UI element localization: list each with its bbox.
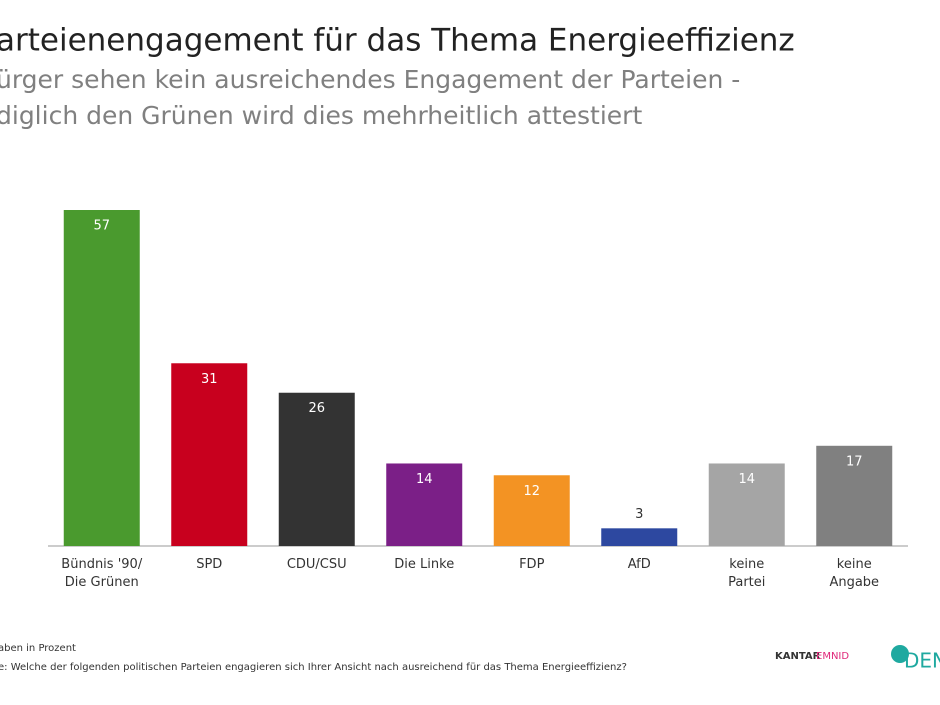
value-label: 57 xyxy=(93,219,110,234)
chart-subtitle: diglich den Grünen wird dies mehrheitlic… xyxy=(0,101,642,130)
logo: DEN xyxy=(904,649,940,673)
value-label: 14 xyxy=(416,472,433,487)
logo-icon xyxy=(891,645,909,663)
value-label: 3 xyxy=(635,507,643,522)
value-label: 14 xyxy=(738,472,755,487)
x-tick-label: CDU/CSU xyxy=(286,557,347,572)
value-label: 17 xyxy=(846,454,863,469)
bar xyxy=(63,210,140,546)
note: aben in Prozent xyxy=(0,643,76,654)
logo: KANTAR xyxy=(775,651,821,662)
note: e: Welche der folgenden politischen Part… xyxy=(0,662,627,673)
value-label: 26 xyxy=(308,401,325,416)
x-tick-label: Bündnis '90/ Die Grünen xyxy=(61,557,143,590)
chart-subtitle: ürger sehen kein ausreichendes Engagemen… xyxy=(0,65,740,94)
bar xyxy=(601,528,678,546)
x-tick-label: keine Angabe xyxy=(829,557,880,590)
x-tick-label: keine Partei xyxy=(728,557,766,590)
logo: EMNID xyxy=(816,651,849,662)
x-tick-label: FDP xyxy=(519,557,545,572)
value-label: 12 xyxy=(523,484,540,499)
bar xyxy=(493,475,570,546)
x-tick-label: AfD xyxy=(627,557,651,572)
x-tick-label: Die Linke xyxy=(394,557,455,572)
bar xyxy=(816,445,893,546)
bar xyxy=(278,392,355,546)
chart-title: arteienengagement für das Thema Energiee… xyxy=(0,23,795,59)
value-label: 31 xyxy=(201,372,218,387)
bar xyxy=(386,463,463,546)
x-tick-label: SPD xyxy=(196,557,223,572)
bar xyxy=(171,363,248,546)
bar xyxy=(708,463,785,546)
